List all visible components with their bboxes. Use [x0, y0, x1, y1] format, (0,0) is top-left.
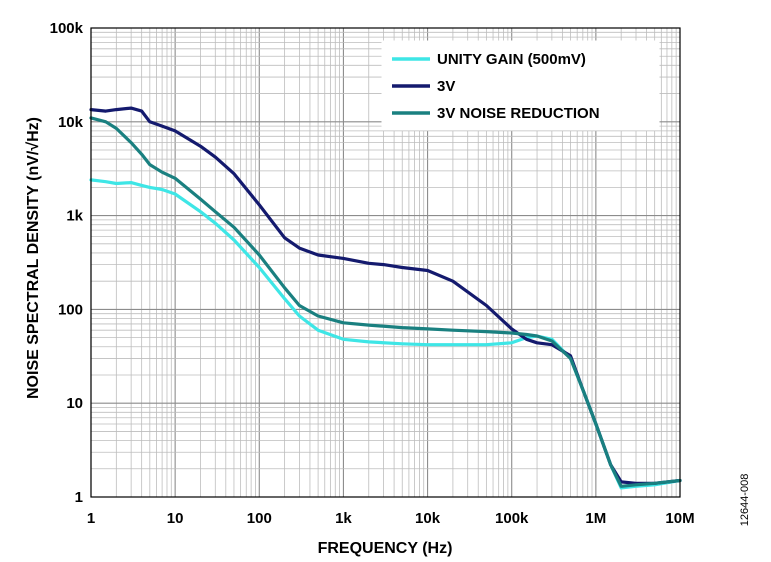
- legend-label: UNITY GAIN (500mV): [437, 51, 586, 68]
- x-tick-label: 100: [247, 510, 272, 527]
- x-tick-labels: 1 10 100 1k 10k 100k 1M 10M: [87, 510, 695, 527]
- x-tick-label: 100k: [495, 510, 529, 527]
- y-tick-label: 100k: [50, 20, 84, 37]
- plot-area-frame: [90, 27, 681, 498]
- x-tick-label: 1: [87, 510, 95, 527]
- x-tick-label: 1k: [335, 510, 352, 527]
- legend-label: 3V NOISE REDUCTION: [437, 105, 600, 122]
- legend: UNITY GAIN (500mV) 3V 3V NOISE REDUCTION: [381, 40, 660, 131]
- y-tick-label: 1: [75, 489, 83, 506]
- figure-id: 12644-008: [739, 474, 751, 527]
- y-tick-label: 100: [58, 301, 83, 318]
- y-tick-label: 10: [66, 395, 83, 412]
- legend-label: 3V: [437, 78, 455, 95]
- series-line-3: [89, 116, 682, 488]
- series-layer: [89, 106, 682, 490]
- x-tick-label: 1M: [585, 510, 606, 527]
- x-tick-label: 10: [167, 510, 184, 527]
- y-tick-label: 1k: [66, 208, 83, 225]
- y-tick-labels: 1 10 100 1k 10k 100k: [50, 20, 84, 506]
- x-tick-label: 10M: [665, 510, 694, 527]
- y-axis-title: NOISE SPECTRAL DENSITY (nV/√Hz): [25, 117, 42, 399]
- y-tick-label: 10k: [58, 114, 84, 131]
- x-tick-label: 10k: [415, 510, 441, 527]
- x-axis-title: FREQUENCY (Hz): [318, 540, 453, 557]
